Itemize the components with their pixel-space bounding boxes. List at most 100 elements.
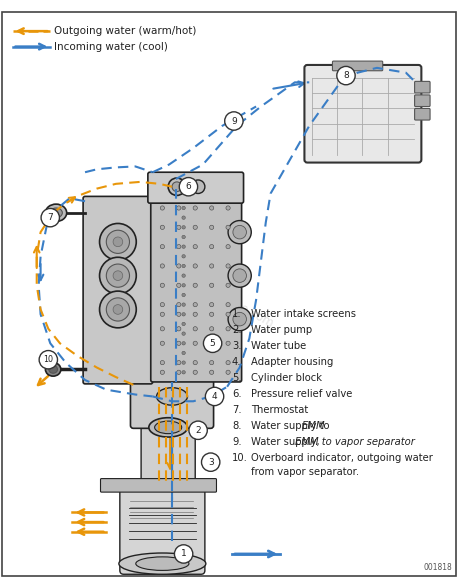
Circle shape [233, 225, 246, 239]
Circle shape [168, 178, 185, 195]
Circle shape [182, 264, 185, 268]
Text: Adapter housing: Adapter housing [251, 358, 334, 368]
Circle shape [226, 206, 230, 210]
Circle shape [228, 264, 251, 287]
Circle shape [193, 206, 197, 210]
Circle shape [182, 274, 185, 278]
FancyBboxPatch shape [120, 485, 205, 574]
Circle shape [182, 206, 185, 210]
Circle shape [210, 370, 214, 375]
Circle shape [210, 283, 214, 288]
Circle shape [39, 350, 57, 369]
Circle shape [193, 302, 197, 307]
Text: 3: 3 [208, 457, 214, 467]
Ellipse shape [136, 557, 189, 570]
Circle shape [106, 298, 129, 321]
Circle shape [182, 235, 185, 239]
Circle shape [226, 245, 230, 249]
Circle shape [182, 255, 185, 258]
Text: Thermostat: Thermostat [251, 405, 309, 415]
Circle shape [228, 308, 251, 330]
Text: 4.: 4. [232, 358, 241, 368]
Text: Water tube: Water tube [251, 342, 307, 352]
Text: 7.: 7. [232, 405, 242, 415]
Circle shape [182, 361, 185, 365]
FancyBboxPatch shape [100, 479, 217, 492]
Text: 2.: 2. [232, 325, 242, 335]
Text: 1.: 1. [232, 309, 242, 319]
Text: 8.: 8. [232, 421, 241, 431]
Circle shape [160, 245, 164, 249]
Circle shape [160, 360, 164, 365]
Circle shape [177, 360, 181, 365]
Circle shape [182, 293, 185, 297]
Circle shape [182, 370, 185, 374]
Circle shape [226, 327, 230, 331]
Circle shape [160, 225, 164, 229]
Circle shape [201, 453, 220, 472]
Text: Incoming water (cool): Incoming water (cool) [54, 42, 168, 52]
Circle shape [337, 66, 355, 85]
Text: EMM to vapor separator: EMM to vapor separator [295, 437, 415, 447]
Circle shape [226, 264, 230, 268]
Circle shape [203, 334, 222, 352]
Circle shape [177, 312, 181, 316]
Circle shape [113, 237, 123, 246]
Text: Water supply,: Water supply, [251, 437, 323, 447]
Circle shape [160, 302, 164, 307]
Circle shape [100, 291, 136, 328]
FancyBboxPatch shape [415, 108, 430, 120]
Circle shape [41, 209, 59, 227]
FancyBboxPatch shape [415, 81, 430, 93]
Circle shape [160, 312, 164, 316]
Circle shape [210, 245, 214, 249]
Text: www.crowleymarine.com: www.crowleymarine.com [139, 250, 276, 330]
Ellipse shape [50, 208, 63, 218]
Circle shape [177, 245, 181, 249]
Circle shape [189, 421, 207, 439]
Circle shape [100, 223, 136, 260]
Text: 001818: 001818 [424, 563, 452, 572]
Circle shape [226, 302, 230, 307]
Circle shape [182, 332, 185, 335]
Circle shape [160, 327, 164, 331]
Text: Overboard indicator, outgoing water: Overboard indicator, outgoing water [251, 453, 433, 463]
Text: 8: 8 [343, 71, 349, 80]
FancyBboxPatch shape [83, 196, 153, 384]
Text: Water pump: Water pump [251, 325, 312, 335]
Ellipse shape [46, 204, 67, 222]
Circle shape [177, 264, 181, 268]
Circle shape [233, 269, 246, 282]
Text: 9: 9 [231, 116, 237, 125]
Circle shape [226, 283, 230, 288]
Circle shape [182, 303, 185, 306]
Circle shape [182, 313, 185, 316]
Circle shape [160, 264, 164, 268]
Circle shape [210, 206, 214, 210]
Text: EMM: EMM [301, 421, 325, 431]
Circle shape [193, 370, 197, 375]
Circle shape [160, 283, 164, 288]
Text: 6: 6 [186, 182, 191, 191]
FancyBboxPatch shape [141, 423, 195, 490]
Circle shape [177, 327, 181, 331]
Circle shape [193, 312, 197, 316]
Text: Pressure relief valve: Pressure relief valve [251, 389, 353, 399]
Circle shape [233, 312, 246, 326]
Circle shape [177, 206, 181, 210]
Circle shape [182, 351, 185, 355]
Circle shape [193, 283, 197, 288]
Circle shape [210, 225, 214, 229]
Circle shape [228, 220, 251, 244]
Circle shape [182, 216, 185, 219]
Circle shape [182, 322, 185, 326]
Circle shape [113, 271, 123, 280]
Circle shape [177, 370, 181, 375]
Circle shape [193, 225, 197, 229]
Text: Water intake screens: Water intake screens [251, 309, 356, 319]
Circle shape [106, 230, 129, 253]
Text: Water supply to: Water supply to [251, 421, 333, 431]
Ellipse shape [156, 387, 188, 405]
Circle shape [226, 225, 230, 229]
Text: Outgoing water (warm/hot): Outgoing water (warm/hot) [54, 26, 197, 36]
